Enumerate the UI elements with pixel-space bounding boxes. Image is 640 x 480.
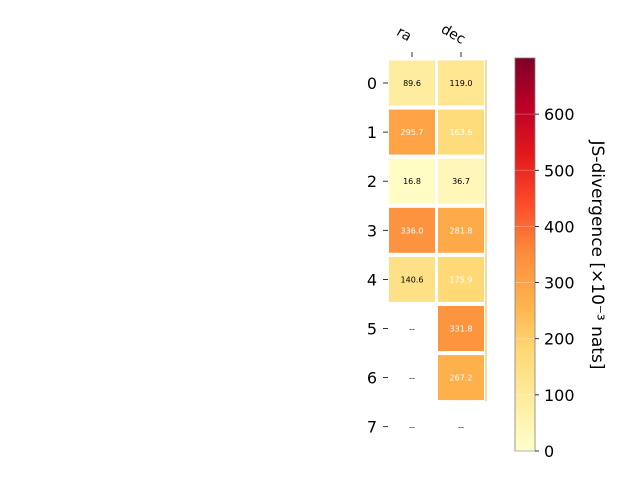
heatmap-cell [438, 60, 484, 106]
colorbar: 0 100 200 300 400 500 600 JS-divergence [×10⁻³ … [514, 57, 607, 461]
row-label: 4 [367, 270, 377, 289]
row-label: 6 [367, 369, 377, 388]
row-label: 5 [367, 320, 377, 339]
colorbar-tick-label: 600 [544, 105, 575, 124]
cell-value-label: 295.7 [401, 128, 424, 137]
cell-value-label: 281.8 [450, 226, 473, 235]
colorbar-bar [514, 57, 536, 452]
colorbar-label: JS-divergence [×10⁻³ nats] [587, 140, 607, 370]
colorbar-tick-label: 0 [544, 442, 554, 461]
heatmap-cell [389, 256, 435, 302]
heatmap-cell [389, 158, 435, 204]
cell-value-label: 336.0 [401, 226, 424, 235]
cell-value-label: 140.6 [401, 275, 424, 284]
cell-value-label: 331.8 [450, 325, 473, 334]
colorbar-tick-label: 200 [544, 330, 575, 349]
cell-value-label: 119.0 [450, 79, 473, 88]
colorbar-tick-label: 400 [544, 217, 575, 236]
heatmap-cell [438, 207, 484, 253]
heatmap-cell [438, 306, 484, 351]
cell-empty-label: -- [409, 325, 415, 334]
row-label: 1 [367, 123, 377, 142]
cell-value-label: 175.9 [450, 275, 473, 284]
column-label: dec [438, 21, 468, 47]
column-label: ra [394, 24, 414, 45]
colorbar-tick-label: 300 [544, 274, 575, 293]
heatmap-grid: ra dec 0 89.6 119.0 1 295.7 163.6 2 16.8 36.7 3 336.… [367, 21, 487, 437]
heatmap-cell [438, 355, 484, 401]
cell-empty-label: -- [409, 374, 415, 383]
heatmap-cell [438, 109, 484, 155]
cell-empty-label: -- [409, 423, 415, 432]
heatmap-cell [389, 109, 435, 155]
row-label: 7 [367, 418, 377, 437]
row-label: 2 [367, 172, 377, 191]
row-label: 3 [367, 221, 377, 240]
heatmap-cell [389, 60, 435, 106]
heatmap-cell [438, 256, 484, 302]
cell-value-label: 163.6 [450, 128, 473, 137]
heatmap-cell [438, 158, 484, 204]
heatmap-cell [389, 207, 435, 253]
cell-empty-label: -- [458, 423, 464, 432]
row-label: 0 [367, 74, 377, 93]
colorbar-tick-label: 500 [544, 161, 575, 180]
colorbar-tick-label: 100 [544, 386, 575, 405]
cell-value-label: 89.6 [403, 79, 421, 88]
cell-value-label: 36.7 [452, 177, 470, 186]
cell-value-label: 267.2 [450, 374, 473, 383]
cell-value-label: 16.8 [403, 177, 421, 186]
